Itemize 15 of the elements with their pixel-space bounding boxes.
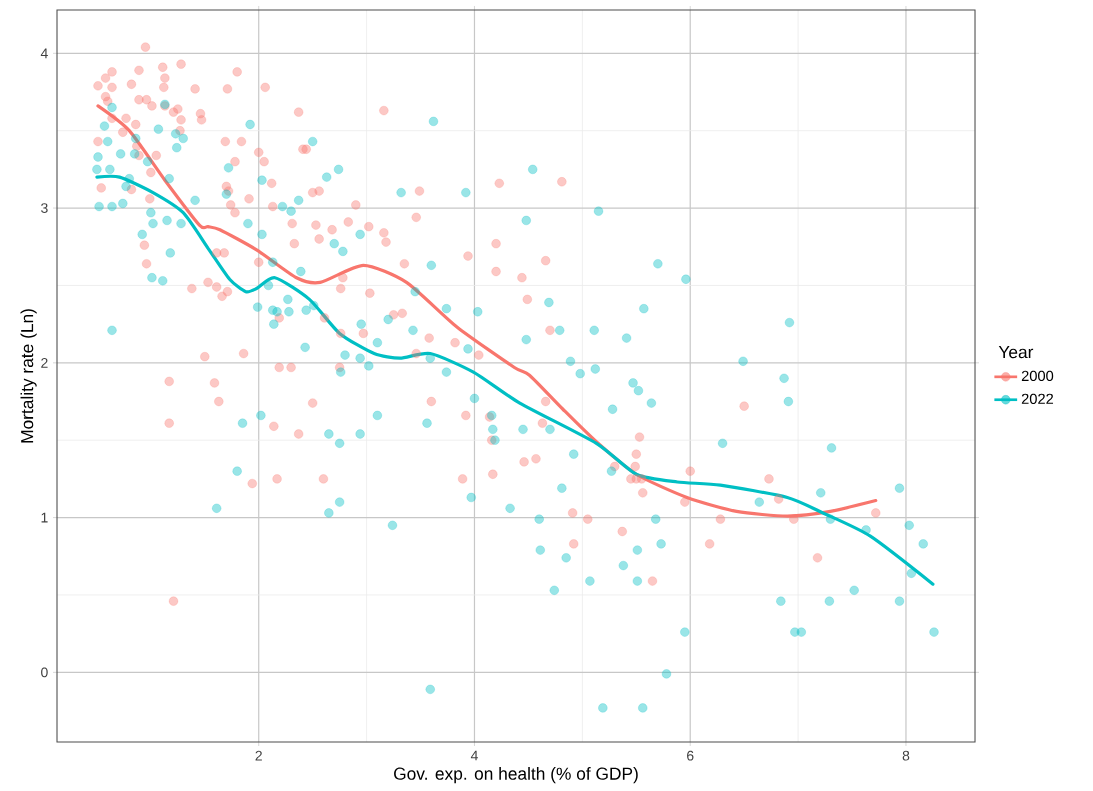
y-tick-label: 0 <box>41 667 48 678</box>
x-tick-label: 6 <box>687 750 694 761</box>
y-axis-title: Mortality rate (Ln) <box>20 309 37 443</box>
legend-title: Year <box>998 346 1034 359</box>
x-tick-label: 2 <box>255 750 262 761</box>
x-tick-label: 4 <box>470 750 478 761</box>
y-tick-label: 3 <box>41 203 48 214</box>
x-tick-label: 8 <box>902 750 910 761</box>
y-tick-label: 2 <box>41 357 48 368</box>
x-axis-title: Gov. exp. on health (% of GDP) <box>394 767 638 784</box>
y-tick-label: 4 <box>40 48 48 59</box>
y-tick-label: 1 <box>41 512 48 523</box>
legend-label: 2022 <box>1021 393 1054 404</box>
legend-label: 2000 <box>1021 370 1054 382</box>
line-series <box>95 174 935 586</box>
